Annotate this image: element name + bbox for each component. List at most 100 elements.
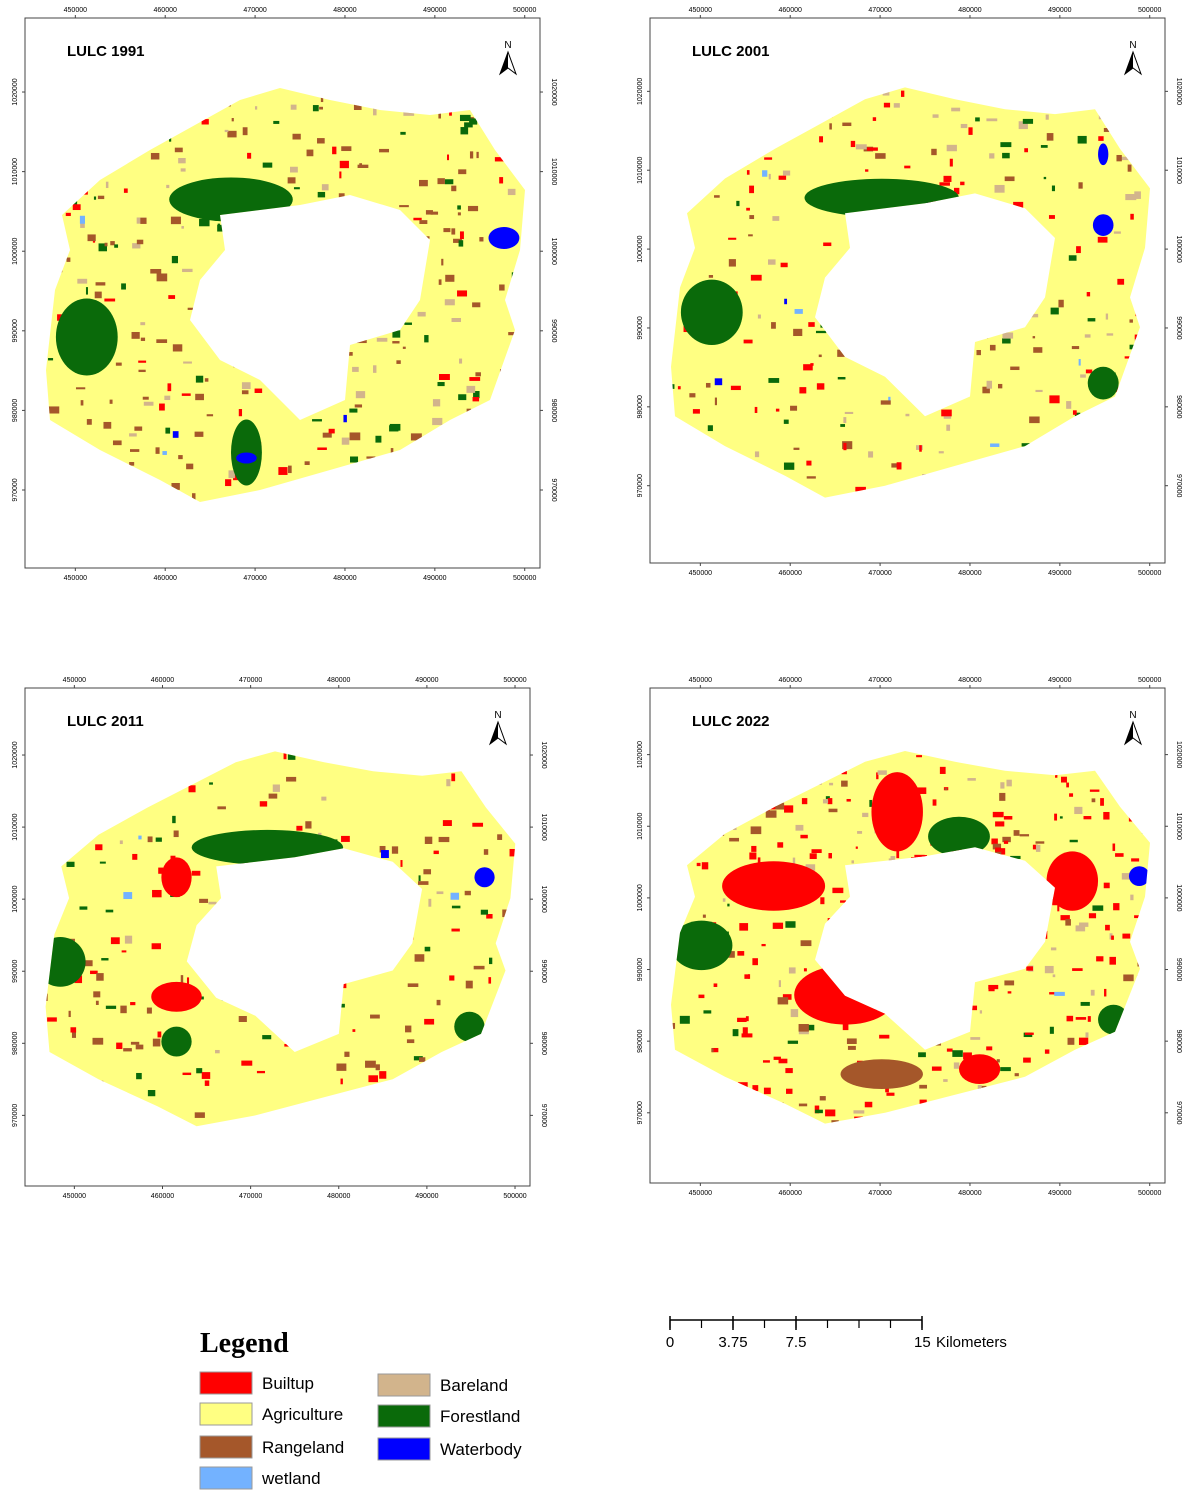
land-cover-patch [446, 779, 450, 786]
land-cover-patch [182, 393, 191, 395]
land-cover-patch [1066, 401, 1071, 409]
land-cover-patch [698, 995, 704, 998]
land-cover-patch [415, 954, 425, 961]
land-cover-patch [140, 218, 146, 224]
land-cover-patch [749, 186, 754, 194]
land-cover-patch [439, 837, 450, 842]
land-cover-patch [329, 429, 335, 434]
land-cover-patch [1051, 308, 1059, 315]
scale-label: 3.75 [718, 1334, 747, 1351]
land-cover-patch [105, 243, 108, 247]
land-cover-patch [952, 1050, 962, 1057]
land-cover-patch [432, 418, 442, 425]
land-cover-patch [192, 871, 201, 876]
x-tick-label: 490000 [1048, 1190, 1071, 1197]
land-cover-patch [379, 1071, 386, 1079]
y-tick-label: 1000000 [637, 235, 644, 262]
land-cover-patch [350, 456, 358, 462]
land-cover-patch [452, 318, 461, 322]
land-cover-patch [130, 1002, 135, 1005]
land-cover-patch [260, 801, 267, 806]
land-cover-patch [823, 243, 831, 247]
land-cover-patch [1078, 182, 1082, 188]
y-tick-label: 1020000 [637, 741, 644, 768]
land-cover-patch [988, 985, 998, 989]
land-cover-patch [799, 387, 806, 393]
land-cover-patch [1104, 883, 1110, 889]
land-cover-patch [793, 329, 802, 336]
land-cover-patch [340, 161, 349, 168]
land-cover-patch [445, 275, 454, 282]
land-cover-blob [1098, 143, 1108, 165]
land-cover-patch [1054, 992, 1065, 996]
y-tick-label: 1000000 [1175, 235, 1182, 262]
land-cover-patch [961, 124, 968, 128]
land-cover-patch [986, 118, 997, 121]
land-cover-patch [1123, 974, 1133, 981]
land-cover-patch [1024, 148, 1028, 152]
land-cover-patch [120, 840, 123, 844]
legend-label: Forestland [440, 1407, 520, 1426]
x-tick-label: 500000 [1138, 7, 1161, 14]
land-cover-patch [932, 1067, 942, 1071]
land-cover-patch [148, 836, 153, 842]
land-cover-patch [134, 426, 142, 430]
land-cover-patch [841, 781, 848, 787]
land-cover-patch [419, 1057, 425, 1062]
land-cover-patch [1074, 807, 1082, 814]
land-cover-patch [744, 974, 748, 979]
land-cover-patch [376, 1064, 380, 1070]
land-cover-patch [762, 170, 767, 176]
land-cover-patch [307, 150, 314, 157]
land-cover-patch [174, 831, 179, 838]
x-tick-label: 480000 [958, 677, 981, 684]
y-tick-label: 970000 [12, 1104, 19, 1127]
land-cover-patch [939, 451, 944, 453]
land-cover-patch [1033, 336, 1035, 338]
land-cover-patch [290, 167, 298, 173]
land-cover-patch [172, 816, 175, 823]
land-cover-patch [296, 826, 302, 831]
land-cover-patch [209, 782, 213, 784]
x-tick-label: 470000 [243, 7, 266, 14]
y-tick-label: 990000 [1175, 316, 1182, 339]
x-tick-label: 450000 [64, 7, 87, 14]
y-tick-label: 1020000 [637, 78, 644, 105]
x-tick-label: 500000 [503, 1193, 526, 1200]
land-cover-patch [939, 182, 950, 185]
land-cover-patch [239, 409, 242, 416]
land-cover-patch [810, 853, 817, 859]
land-cover-patch [86, 287, 88, 294]
land-cover-patch [986, 1046, 992, 1050]
land-cover-patch [820, 1096, 826, 1100]
land-cover-blob [1093, 214, 1114, 236]
land-cover-patch [168, 383, 172, 391]
land-cover-patch [181, 975, 183, 983]
land-cover-patch [768, 378, 779, 383]
land-cover-patch [263, 163, 273, 168]
figure: Legend LULC 1991N45000045000046000046000… [0, 0, 1191, 1500]
land-cover-patch [437, 891, 444, 894]
land-cover-patch [816, 331, 826, 333]
land-cover-patch [373, 108, 377, 115]
land-cover-patch [336, 1064, 346, 1071]
land-cover-patch [424, 335, 428, 342]
land-cover-patch [758, 315, 761, 319]
land-cover-patch [424, 1019, 434, 1025]
land-cover-patch [817, 383, 824, 389]
land-cover-patch [1002, 153, 1010, 158]
land-cover-patch [433, 399, 440, 406]
y-tick-label: 1000000 [12, 237, 19, 264]
y-tick-label: 980000 [550, 399, 557, 422]
land-cover-patch [1000, 782, 1004, 788]
land-cover-patch [714, 195, 720, 198]
land-cover-patch [419, 875, 421, 881]
land-cover-patch [1002, 338, 1011, 343]
x-tick-label: 480000 [333, 7, 356, 14]
land-cover-patch [156, 838, 162, 842]
y-tick-label: 990000 [12, 959, 19, 982]
y-tick-label: 990000 [12, 319, 19, 342]
map-title: LULC 2001 [692, 43, 770, 60]
y-tick-label: 990000 [637, 958, 644, 981]
land-cover-patch [773, 923, 783, 929]
